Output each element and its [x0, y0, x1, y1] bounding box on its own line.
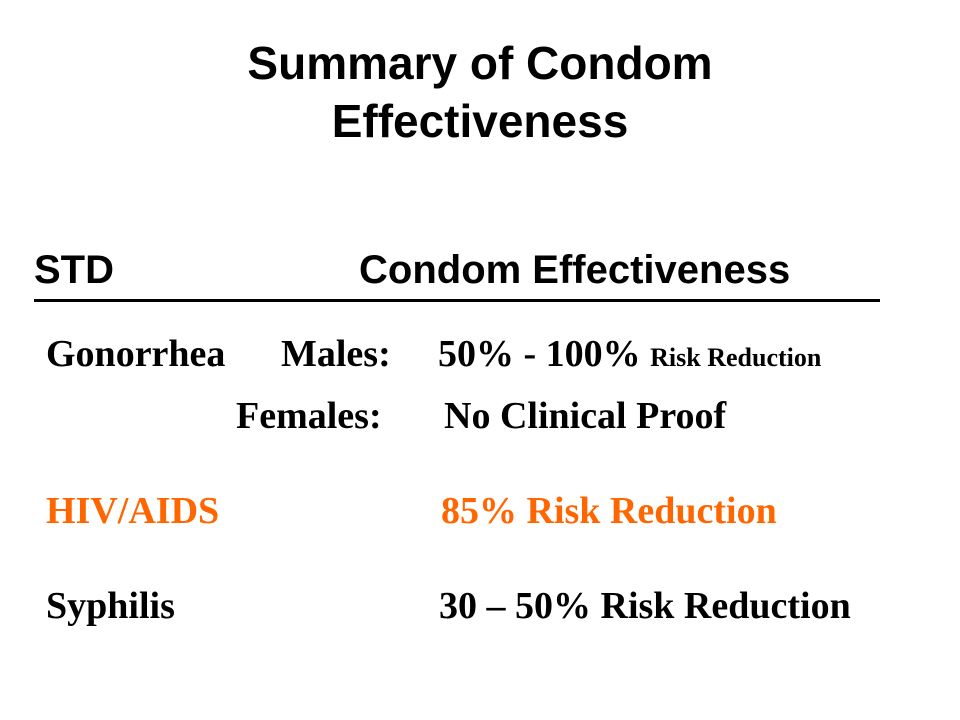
gonorrhea-males-note: Risk Reduction [650, 343, 822, 372]
gonorrhea-name: Gonorrhea [46, 333, 226, 375]
hiv-aids-name: HIV/AIDS [46, 490, 220, 532]
syphilis-name: Syphilis [46, 585, 175, 627]
hiv-aids-value: 85% Risk Reduction [441, 490, 777, 532]
slide-title: Summary of Condom Effectiveness [0, 34, 960, 150]
title-line-2: Effectiveness [331, 95, 629, 147]
gonorrhea-males-value: 50% - 100% Risk Reduction [438, 332, 821, 380]
syphilis-value: 30 – 50% Risk Reduction [439, 585, 851, 627]
header-condom-effectiveness: Condom Effectiveness [359, 248, 791, 292]
table-header: STD Condom Effectiveness [34, 245, 880, 302]
gonorrhea-males-label: Males: [281, 333, 391, 375]
title-line-1: Summary of Condom [247, 37, 713, 89]
header-std: STD [34, 248, 114, 292]
gonorrhea-females-label: Females: [236, 395, 382, 437]
gonorrhea-females-value: No Clinical Proof [444, 395, 727, 437]
gonorrhea-males-percent: 50% - 100% [438, 333, 641, 375]
